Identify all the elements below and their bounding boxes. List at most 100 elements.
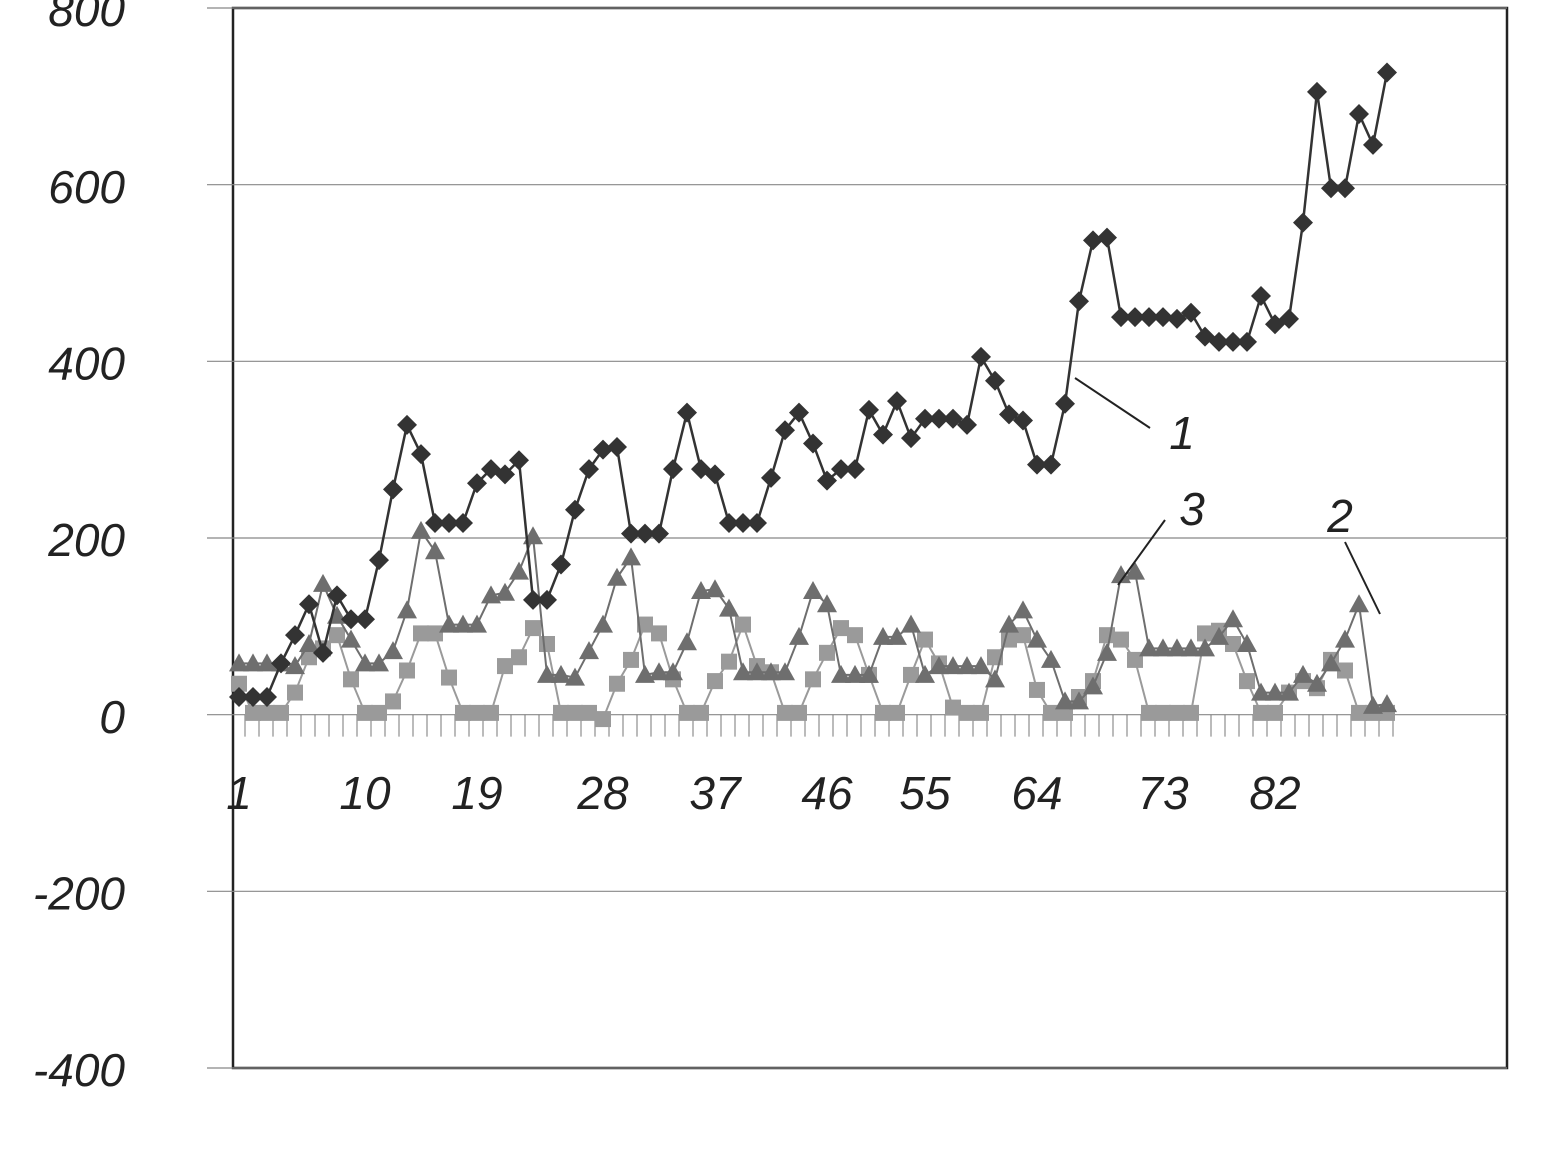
point xyxy=(607,567,627,586)
point xyxy=(383,641,403,660)
point xyxy=(397,600,417,619)
point xyxy=(329,627,345,644)
point xyxy=(341,609,361,630)
point xyxy=(663,662,683,681)
point xyxy=(229,653,249,672)
point xyxy=(859,399,879,420)
point xyxy=(439,512,459,533)
point xyxy=(243,687,263,707)
point xyxy=(285,625,305,646)
y-tick-label: 200 xyxy=(47,514,125,566)
point xyxy=(735,616,751,633)
y-tick-label: -200 xyxy=(33,867,125,919)
point xyxy=(651,625,667,642)
point xyxy=(875,704,891,721)
point xyxy=(889,704,905,721)
point xyxy=(509,561,529,580)
point xyxy=(775,420,795,441)
point xyxy=(1069,691,1089,710)
point xyxy=(341,629,361,648)
point xyxy=(567,704,583,721)
point xyxy=(817,470,837,491)
point xyxy=(1321,653,1341,672)
point xyxy=(1055,691,1075,710)
point xyxy=(999,404,1019,425)
point xyxy=(1097,642,1117,661)
point xyxy=(1279,308,1299,329)
point xyxy=(621,523,641,544)
point xyxy=(1013,600,1033,619)
point xyxy=(1335,629,1355,648)
x-tick-label: 73 xyxy=(1137,767,1189,819)
point xyxy=(273,704,289,721)
point xyxy=(1267,704,1283,721)
point xyxy=(1055,393,1075,414)
point xyxy=(971,346,991,367)
point xyxy=(1181,638,1201,657)
point xyxy=(1239,673,1255,690)
point xyxy=(887,626,907,645)
point xyxy=(1099,627,1115,644)
point xyxy=(1335,178,1355,199)
series-label: 3 xyxy=(1179,483,1205,535)
point xyxy=(973,704,989,721)
point xyxy=(847,627,863,644)
point xyxy=(1015,627,1031,644)
point xyxy=(649,523,669,544)
point xyxy=(677,632,697,651)
y-tick-label: 600 xyxy=(48,161,125,213)
point xyxy=(1043,704,1059,721)
point xyxy=(425,541,445,560)
point xyxy=(1363,695,1383,714)
point xyxy=(537,664,557,683)
point xyxy=(831,459,851,480)
point xyxy=(1139,638,1159,657)
point xyxy=(357,704,373,721)
point xyxy=(581,704,597,721)
point xyxy=(887,391,907,412)
point xyxy=(509,450,529,471)
point xyxy=(299,634,319,652)
point xyxy=(539,636,555,652)
point xyxy=(481,585,501,604)
point xyxy=(943,656,963,675)
point xyxy=(1307,81,1327,102)
point xyxy=(343,671,359,688)
point xyxy=(1083,230,1103,251)
point xyxy=(1027,629,1047,648)
point xyxy=(511,649,527,666)
point xyxy=(579,459,599,480)
point xyxy=(1167,638,1187,657)
callout-line xyxy=(1074,377,1151,429)
point xyxy=(929,408,949,429)
point xyxy=(1223,609,1243,628)
point xyxy=(1225,636,1241,652)
point xyxy=(355,609,375,630)
x-tick-label: 19 xyxy=(451,767,502,819)
point xyxy=(1363,134,1383,155)
point xyxy=(1253,704,1269,721)
point xyxy=(1127,651,1143,668)
point xyxy=(285,656,305,675)
point xyxy=(845,664,865,683)
point xyxy=(607,437,627,458)
point xyxy=(411,520,431,539)
point xyxy=(747,662,767,681)
point xyxy=(677,402,697,423)
point xyxy=(1083,676,1103,695)
x-tick-label: 82 xyxy=(1249,767,1300,819)
point xyxy=(957,656,977,675)
point xyxy=(1029,681,1045,698)
point xyxy=(259,704,275,721)
point xyxy=(439,614,459,633)
series-line xyxy=(239,72,1389,699)
point xyxy=(565,499,585,520)
point xyxy=(593,439,613,460)
point xyxy=(579,641,599,660)
point xyxy=(287,684,303,701)
point xyxy=(313,642,333,663)
point xyxy=(1155,704,1171,721)
point xyxy=(901,428,921,449)
point xyxy=(427,625,443,642)
